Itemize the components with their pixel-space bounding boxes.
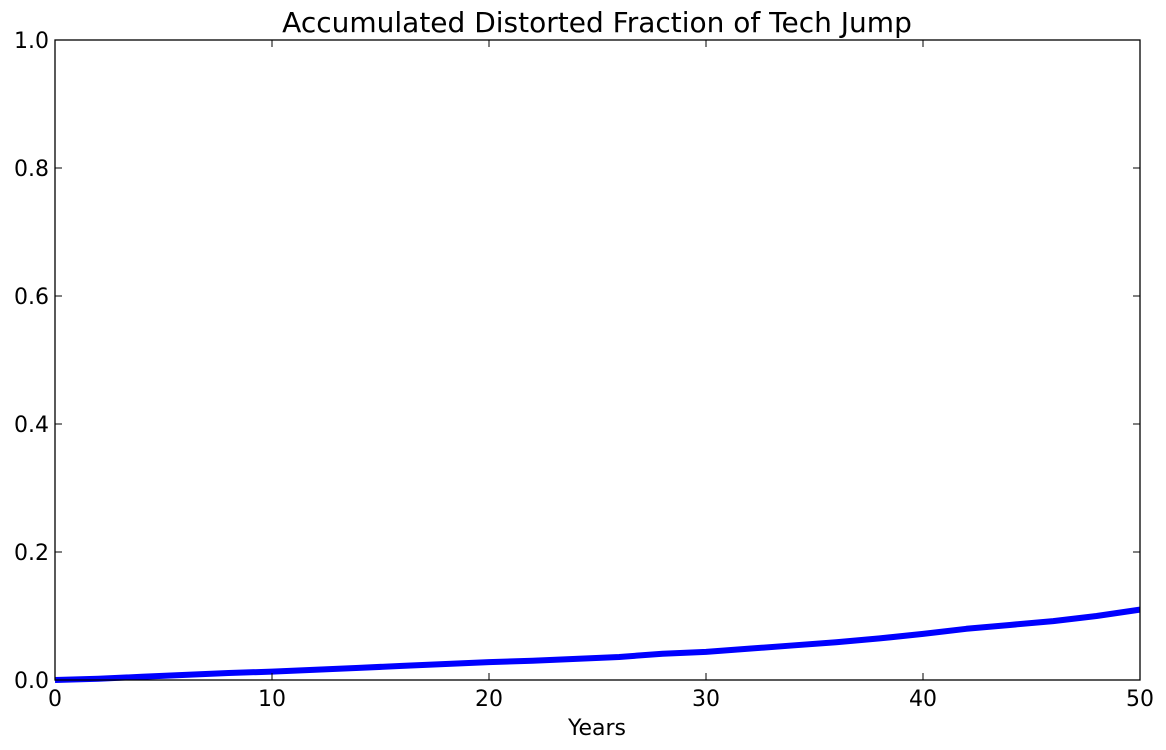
y-tick-label: 0.6 bbox=[14, 285, 49, 310]
y-tick-label: 0.0 bbox=[14, 669, 49, 694]
y-tick-label: 1.0 bbox=[14, 29, 49, 54]
ticks-layer: 0 10 20 30 40 50 0.0 0.2 0.4 0.6 0.8 1.0 bbox=[14, 29, 1154, 712]
plot-area-frame bbox=[54, 39, 1141, 681]
x-tick-label: 30 bbox=[692, 687, 720, 712]
series-line-0 bbox=[54, 606, 1141, 683]
y-tick-label: 0.2 bbox=[14, 541, 49, 566]
x-tick-label: 10 bbox=[258, 687, 286, 712]
x-tick-label: 40 bbox=[909, 687, 937, 712]
series-layer bbox=[54, 606, 1141, 683]
x-axis-label: Years bbox=[567, 716, 626, 741]
x-tick-label: 50 bbox=[1126, 687, 1154, 712]
y-tick-label: 0.8 bbox=[14, 157, 49, 182]
chart-title: Accumulated Distorted Fraction of Tech J… bbox=[282, 6, 912, 39]
y-tick-label: 0.4 bbox=[14, 413, 49, 438]
x-tick-label: 20 bbox=[475, 687, 503, 712]
x-tick-label: 0 bbox=[48, 687, 62, 712]
